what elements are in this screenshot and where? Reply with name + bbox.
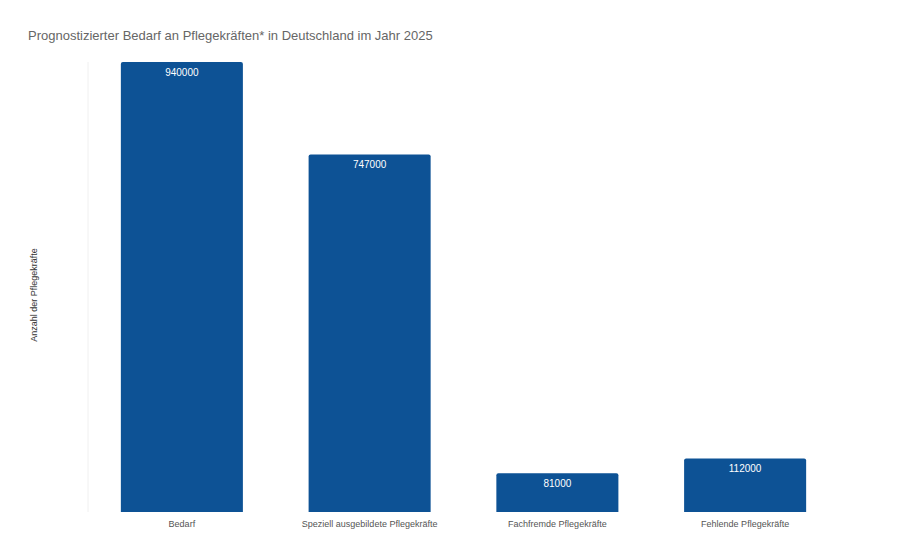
x-tick-label: Fachfremde Pflegekräfte (508, 519, 607, 529)
y-axis-label: Anzahl der Pflegekräfte (29, 248, 39, 342)
bar (121, 62, 243, 512)
x-tick-label: Fehlende Pflegekräfte (701, 519, 789, 529)
data-label: 112000 (729, 463, 762, 474)
y-axis-line (88, 62, 89, 512)
data-label: 940000 (165, 67, 199, 78)
chart: Prognostizierter Bedarf an Pflegekräften… (0, 0, 900, 556)
title: Prognostizierter Bedarf an Pflegekräften… (28, 28, 433, 43)
bar (309, 154, 431, 512)
x-tick-label: Bedarf (169, 519, 196, 529)
x-tick-label: Speziell ausgebildete Pflegekräfte (302, 519, 438, 529)
data-label: 81000 (543, 478, 571, 489)
bar (684, 458, 806, 512)
bars (121, 62, 806, 512)
data-label: 747000 (353, 159, 387, 170)
bar (496, 473, 618, 512)
